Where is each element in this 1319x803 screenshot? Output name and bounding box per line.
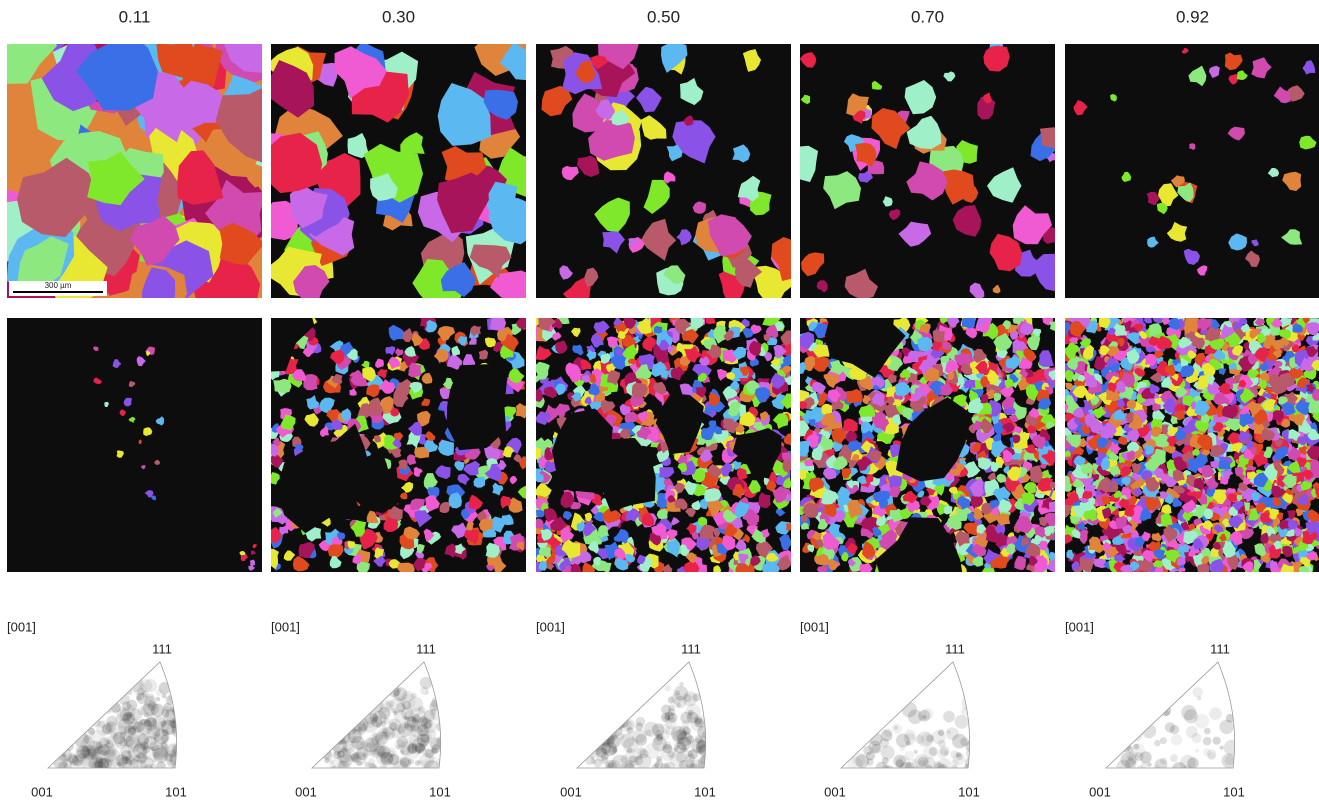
corner-label: 111 <box>416 641 436 656</box>
scale-bar-label: 300 µm <box>45 281 72 290</box>
corner-label: 001 <box>560 784 582 799</box>
pole-axis-label: [001] <box>7 619 36 634</box>
corner-label: 101 <box>694 784 716 799</box>
corner-label: 101 <box>165 784 187 799</box>
corner-label: 111 <box>152 641 172 656</box>
recrystallized-map <box>1059 311 1319 580</box>
corner-label: 111 <box>681 641 701 656</box>
corner-label: 001 <box>824 784 846 799</box>
column-label: 0.30 <box>382 7 415 26</box>
recrystallized-map <box>528 311 799 579</box>
recrystallized-map <box>7 318 262 572</box>
deformed-map <box>249 21 543 311</box>
recrystallized-map <box>234 277 533 578</box>
pole-axis-label: [001] <box>536 619 565 634</box>
pole-axis-label: [001] <box>800 619 829 634</box>
corner-label: 101 <box>429 784 451 799</box>
column-label: 0.11 <box>119 7 151 26</box>
pole-axis-label: [001] <box>1065 619 1094 634</box>
figure: 0.11 [001] 111 001 101 0.30 [001] 111 001 101 0.50… <box>0 0 1319 803</box>
corner-label: 001 <box>295 784 317 799</box>
deformed-map <box>789 38 1070 300</box>
corner-label: 101 <box>958 784 980 799</box>
corner-label: 111 <box>945 641 965 656</box>
column-label: 0.92 <box>1176 7 1209 26</box>
inverse-pole-figure <box>583 677 716 778</box>
recrystallized-map <box>792 294 1062 602</box>
corner-label: 111 <box>1210 641 1230 656</box>
inverse-pole-figure <box>318 677 452 776</box>
column-label: 0.50 <box>647 7 680 26</box>
corner-label: 001 <box>31 784 53 799</box>
pole-axis-label: [001] <box>271 619 300 634</box>
deformed-map <box>0 6 298 316</box>
deformed-map <box>1065 44 1319 298</box>
inverse-pole-figure <box>846 692 979 776</box>
corner-label: 001 <box>1089 784 1111 799</box>
corner-label: 101 <box>1223 784 1245 799</box>
inverse-pole-figure <box>53 676 188 777</box>
deformed-map <box>536 21 810 310</box>
column-label: 0.70 <box>911 7 944 26</box>
